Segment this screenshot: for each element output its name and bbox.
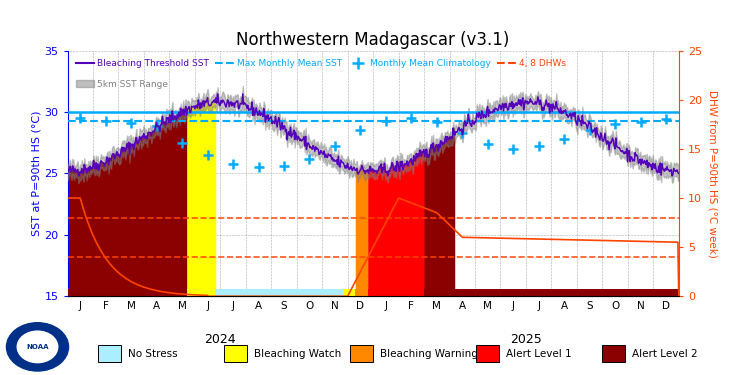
Text: NOAA: NOAA [26,344,49,350]
Legend: 5km SST Range: 5km SST Range [72,76,172,92]
Bar [602,345,625,362]
Text: Alert Level 1: Alert Level 1 [506,349,572,359]
Bar [215,290,343,296]
Bar [343,290,355,296]
Circle shape [17,331,58,363]
Text: Alert Level 2: Alert Level 2 [632,349,698,359]
Text: 2025: 2025 [510,333,542,346]
Title: Northwestern Madagascar (v3.1): Northwestern Madagascar (v3.1) [236,31,510,49]
Bar [424,290,454,296]
Text: 2024: 2024 [205,333,236,346]
Bar [454,290,679,296]
Bar [350,345,374,362]
Text: Bleaching Warning: Bleaching Warning [380,349,478,359]
Text: Bleaching Watch: Bleaching Watch [254,349,341,359]
Bar [224,345,248,362]
Y-axis label: SST at P=90th HS (°C): SST at P=90th HS (°C) [32,111,41,236]
Bar [368,290,424,296]
Circle shape [7,323,68,371]
Bar [476,345,500,362]
Y-axis label: DHW from P=90th HS (°C week): DHW from P=90th HS (°C week) [707,90,718,257]
Bar [68,290,188,296]
Bar [98,345,122,362]
Bar [356,290,368,296]
Text: No Stress: No Stress [128,349,177,359]
Bar [188,290,215,296]
